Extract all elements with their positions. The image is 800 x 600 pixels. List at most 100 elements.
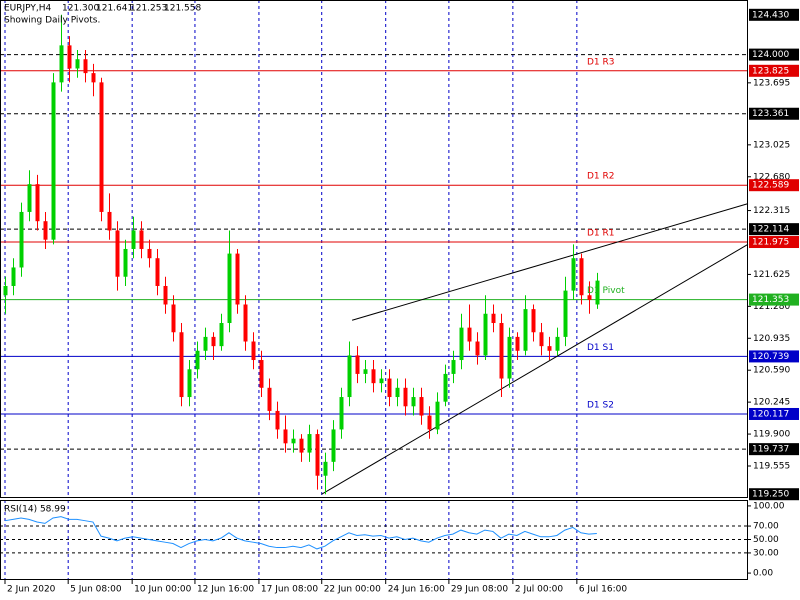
rsi-y-tick-label: 100.00 bbox=[753, 501, 785, 511]
y-tick-label: 120.935 bbox=[753, 334, 790, 344]
level-label-box bbox=[749, 407, 799, 420]
candle-body bbox=[587, 295, 592, 300]
candle-body bbox=[267, 387, 272, 411]
candle-body bbox=[91, 73, 96, 83]
candle-body bbox=[355, 355, 360, 374]
level-name: D1 S1 bbox=[587, 343, 614, 353]
x-tick-label: 29 Jun 08:00 bbox=[451, 585, 508, 595]
y-tick-label: 122.315 bbox=[753, 206, 790, 216]
x-tick-label: 2 Jul 00:00 bbox=[515, 585, 564, 595]
level-label-box bbox=[749, 350, 799, 363]
candle-body bbox=[387, 378, 392, 398]
candle-body bbox=[323, 461, 328, 476]
header-symbol: EURJPY,H4 bbox=[4, 4, 52, 14]
candle-body bbox=[75, 59, 80, 69]
candle-body bbox=[515, 336, 520, 351]
level-label-box bbox=[749, 179, 799, 192]
candle-body bbox=[403, 387, 408, 407]
candle-body bbox=[59, 45, 64, 83]
x-tick-label: 24 Jun 16:00 bbox=[388, 585, 445, 595]
trendline bbox=[321, 243, 749, 495]
candle-body bbox=[139, 230, 144, 249]
header-low: 121.253 bbox=[130, 4, 167, 14]
level-label: 120.739 bbox=[752, 352, 789, 362]
candle-body bbox=[547, 346, 552, 351]
y-tick-label: 119.900 bbox=[753, 430, 790, 440]
candle-body bbox=[163, 285, 168, 305]
rsi-frame bbox=[0, 500, 748, 580]
candle-body bbox=[475, 341, 480, 356]
candle-body bbox=[579, 258, 584, 296]
candle-body bbox=[211, 336, 216, 347]
rsi-line bbox=[4, 516, 597, 550]
level-name: D1 R1 bbox=[587, 229, 615, 239]
level-label: 124.000 bbox=[752, 50, 789, 60]
candle-body bbox=[299, 438, 304, 453]
candle-body bbox=[499, 323, 504, 379]
candle-body bbox=[243, 304, 248, 342]
level-label-box bbox=[749, 223, 799, 236]
level-label: 121.975 bbox=[752, 238, 789, 248]
candle-body bbox=[507, 336, 512, 379]
candle-body bbox=[555, 336, 560, 351]
candle-body bbox=[27, 184, 32, 212]
y-tick-label: 120.245 bbox=[753, 398, 790, 408]
level-label-box bbox=[749, 64, 799, 77]
candle-body bbox=[11, 267, 16, 286]
level-name: D1 S2 bbox=[587, 400, 614, 410]
candle-body bbox=[307, 434, 312, 453]
y-tick-label: 123.695 bbox=[753, 78, 790, 88]
candle-body bbox=[179, 332, 184, 398]
candle-body bbox=[339, 397, 344, 430]
level-label-box bbox=[749, 293, 799, 306]
y-tick-label: 123.025 bbox=[753, 140, 790, 150]
main-frame bbox=[0, 0, 748, 498]
x-tick-label: 22 Jun 00:00 bbox=[324, 585, 381, 595]
candle-body bbox=[83, 59, 88, 74]
candle-body bbox=[155, 258, 160, 286]
header-close: 121.558 bbox=[164, 4, 201, 14]
x-tick-label: 5 Jun 08:00 bbox=[70, 585, 122, 595]
labels-layer: 2 Jun 2020 5 Jun 08:00 10 Jun 00:00 12 Jun … bbox=[4, 8, 799, 595]
candle-body bbox=[291, 438, 296, 444]
candle-body bbox=[123, 248, 128, 277]
candle-body bbox=[51, 82, 56, 240]
candle-body bbox=[147, 248, 152, 259]
y-tick-label: 121.625 bbox=[753, 270, 790, 280]
candle-body bbox=[363, 369, 368, 374]
rsi-label: RSI(14) 58.99 bbox=[4, 505, 66, 515]
grid-layer bbox=[0, 0, 748, 580]
candle-body bbox=[443, 373, 448, 402]
marks-layer bbox=[3, 14, 749, 550]
x-tick-label: 17 Jun 08:00 bbox=[261, 585, 318, 595]
candle-body bbox=[347, 355, 352, 398]
candle-body bbox=[283, 429, 288, 444]
y-tick-label: 120.590 bbox=[753, 366, 790, 376]
candle-body bbox=[411, 397, 416, 407]
candle-body bbox=[427, 415, 432, 430]
header-open: 121.300 bbox=[62, 4, 99, 14]
candle-body bbox=[523, 309, 528, 351]
level-label-box bbox=[749, 236, 799, 249]
level-label: 123.825 bbox=[752, 66, 789, 76]
candle-body bbox=[3, 285, 8, 296]
candle-body bbox=[187, 369, 192, 398]
candle-body bbox=[451, 360, 456, 374]
level-name: D1 Pivot bbox=[587, 286, 625, 296]
level-label: 123.361 bbox=[752, 109, 789, 119]
candle-body bbox=[379, 378, 384, 384]
candle-body bbox=[35, 184, 40, 222]
candle-body bbox=[531, 309, 536, 333]
candle-body bbox=[203, 336, 208, 351]
x-tick-label: 10 Jun 00:00 bbox=[134, 585, 191, 595]
candle-body bbox=[131, 230, 136, 249]
level-name: D1 R3 bbox=[587, 57, 615, 67]
candle-body bbox=[235, 253, 240, 305]
candle-body bbox=[563, 290, 568, 337]
level-label-box bbox=[749, 488, 799, 501]
level-label: 122.589 bbox=[752, 181, 789, 191]
candle-body bbox=[251, 341, 256, 361]
rsi-y-tick-label: 0.00 bbox=[753, 569, 773, 579]
level-label-box bbox=[749, 107, 799, 120]
candle-body bbox=[43, 221, 48, 240]
